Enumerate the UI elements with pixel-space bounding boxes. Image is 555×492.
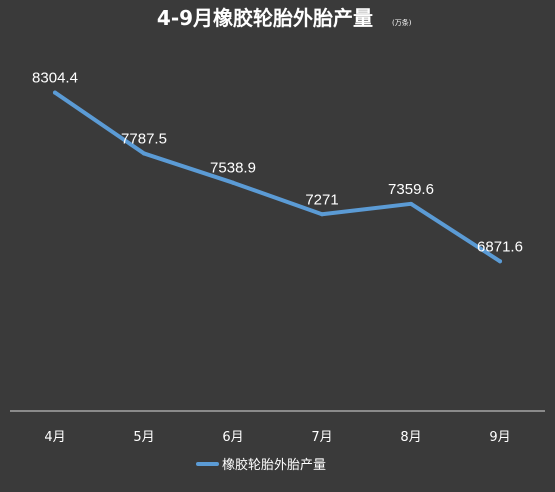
chart-title: 4-9月橡胶轮胎外胎产量 <box>157 6 373 30</box>
data-label: 7538.9 <box>210 160 256 177</box>
data-label: 7787.5 <box>121 130 167 147</box>
data-label: 7271 <box>305 191 338 208</box>
data-labels-group: 8304.4 7787.5 7538.9 7271 7359.6 6871.6 <box>32 70 523 256</box>
x-tick-label: 5月 <box>133 430 154 445</box>
legend-label: 橡胶轮胎外胎产量 <box>222 457 326 473</box>
data-point <box>498 259 502 264</box>
data-label: 8304.4 <box>32 70 78 87</box>
x-tick-label: 9月 <box>489 430 510 445</box>
data-point <box>53 90 57 95</box>
chart-unit: (万条) <box>392 18 412 27</box>
data-label: 7359.6 <box>388 181 434 198</box>
data-point <box>231 180 235 185</box>
x-tick-label: 8月 <box>400 430 421 445</box>
legend: 橡胶轮胎外胎产量 <box>196 457 326 473</box>
x-tick-label: 7月 <box>311 430 332 445</box>
x-tick-label: 4月 <box>44 430 65 445</box>
data-point <box>142 151 146 156</box>
x-axis-ticks: 4月 5月 6月 7月 8月 9月 <box>44 430 510 445</box>
data-point <box>320 212 324 217</box>
x-tick-label: 6月 <box>222 430 243 445</box>
series-group <box>53 90 502 264</box>
data-point <box>409 201 413 206</box>
data-label: 6871.6 <box>477 238 523 255</box>
series-line <box>53 90 502 264</box>
